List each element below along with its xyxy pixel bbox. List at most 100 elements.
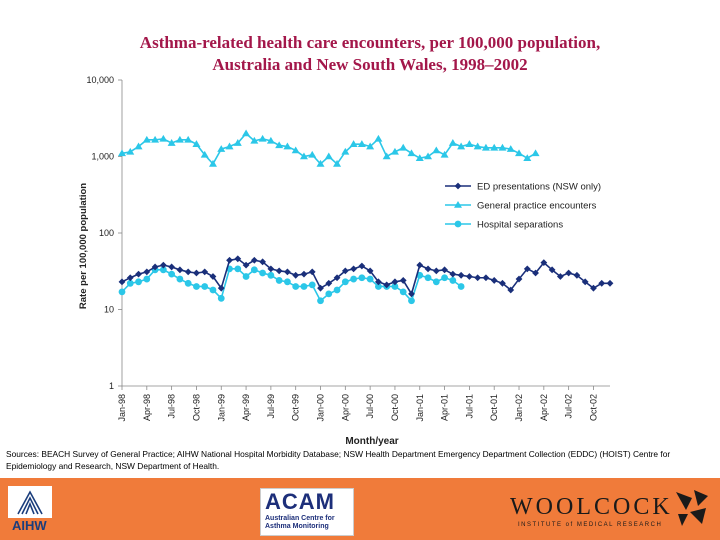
hospital-separations-point: [432, 278, 440, 286]
general-practice-encounters-point: [242, 129, 251, 137]
general-practice-encounters-point: [258, 134, 267, 142]
hospital-separations-point: [325, 290, 333, 298]
general-practice-encounters-point: [349, 140, 358, 147]
x-tick-label: Jan-99: [216, 394, 226, 422]
ed-presentations-nsw-only-point: [350, 265, 357, 273]
x-tick-label: Apr-02: [539, 394, 549, 421]
ed-presentations-nsw-only-point: [490, 277, 498, 284]
general-practice-encounters-point: [126, 147, 135, 155]
general-practice-encounters-point: [465, 140, 474, 147]
ed-presentations-nsw-only-point: [308, 268, 316, 276]
y-tick-label: 1,000: [91, 152, 114, 162]
general-practice-encounters-point: [341, 147, 350, 155]
hospital-separations-series: [118, 265, 465, 305]
hospital-separations-point: [391, 283, 399, 290]
legend-item-hospital-separations: Hospital separations: [445, 220, 563, 231]
ed-presentations-nsw-only-point: [317, 284, 324, 292]
y-tick-label: 100: [99, 228, 114, 238]
ed-presentations-nsw-only-point: [598, 279, 606, 287]
legend-label: ED presentations (NSW only): [477, 182, 601, 193]
ed-presentations-nsw-only-point: [375, 278, 382, 286]
ed-presentations-nsw-only-point: [168, 263, 176, 271]
general-practice-encounters-point: [490, 143, 499, 151]
ed-presentations-nsw-only-point: [449, 270, 457, 278]
general-practice-encounters-point: [506, 145, 515, 152]
legend-label: General practice encounters: [477, 201, 597, 212]
x-tick-label: Jan-02: [514, 394, 524, 422]
ed-presentations-nsw-only-point: [259, 258, 267, 266]
hospital-separations-point: [292, 283, 300, 290]
hospital-separations-point: [358, 274, 366, 282]
ed-presentations-nsw-only-point: [432, 267, 440, 275]
ed-presentations-nsw-only-point: [399, 277, 407, 284]
hospital-separations-point: [457, 283, 465, 290]
general-practice-encounters-point: [531, 149, 540, 157]
legend: ED presentations (NSW only) General pract…: [445, 182, 601, 231]
x-axis: Jan-98 Apr-98 Jul-98 Oct-98 Jan-99 Apr-99 Jul-…: [117, 385, 610, 422]
ed-presentations-nsw-only-point: [250, 256, 258, 264]
general-practice-encounters-point: [407, 149, 416, 157]
ed-presentations-nsw-only-point: [507, 286, 515, 294]
woolcock-logo: WOOLCOCK INSTITUTE of MEDICAL RESEARCH: [510, 490, 710, 534]
ed-presentations-nsw-only-point: [325, 279, 333, 287]
ed-presentations-nsw-only-point: [408, 290, 415, 298]
general-practice-encounters-point: [291, 146, 300, 154]
general-practice-encounters-point: [457, 142, 466, 150]
chart-title-line-1: Asthma-related health care encounters, p…: [139, 33, 601, 52]
hospital-separations-point: [366, 275, 374, 283]
y-tick-label: 10: [104, 305, 114, 315]
hospital-separations-point: [267, 271, 275, 279]
x-tick-label: Oct-98: [191, 394, 201, 421]
ed-presentations-nsw-only-point: [465, 273, 473, 280]
general-practice-encounters-point: [233, 139, 242, 146]
general-practice-encounters-point: [440, 150, 449, 158]
sources-note: Sources: BEACH Survey of General Practic…: [6, 449, 671, 471]
ed-presentations-nsw-only-point: [523, 265, 531, 273]
x-tick-label: Jul-02: [564, 394, 574, 419]
ed-presentations-nsw-only-point: [176, 266, 184, 274]
general-practice-encounters-point: [275, 141, 284, 149]
x-tick-label: Jul-98: [167, 394, 177, 419]
ed-presentations-nsw-only-point: [499, 279, 506, 287]
y-axis-label: Rate per 100,000 population: [78, 183, 89, 309]
ed-presentations-nsw-only-point: [135, 270, 142, 278]
ed-presentations-nsw-only-point: [548, 266, 556, 274]
ed-presentations-nsw-only-point: [234, 255, 242, 263]
ed-presentations-nsw-only-point: [565, 269, 573, 277]
general-practice-encounters-point: [142, 135, 151, 143]
x-tick-label: Apr-99: [241, 394, 251, 421]
woolcock-logo-title: WOOLCOCK: [510, 494, 673, 520]
hospital-separations-point: [259, 269, 267, 277]
general-practice-encounters-point: [374, 134, 383, 142]
hospital-separations-point: [284, 278, 291, 286]
general-practice-encounters-point: [134, 142, 143, 150]
hospital-separations-point: [250, 266, 258, 274]
acam-logo: ACAM Australian Centre for Asthma Monito…: [260, 488, 354, 536]
ed-presentations-nsw-only-point: [143, 268, 151, 276]
hospital-separations-point: [308, 281, 316, 289]
general-practice-encounters-point: [159, 134, 168, 142]
hospital-separations-point: [209, 286, 217, 294]
hospital-separations-point: [300, 283, 308, 290]
x-tick-label: Jan-01: [415, 394, 425, 422]
hospital-separations-point: [168, 270, 176, 278]
ed-presentations-nsw-only-point: [201, 268, 209, 276]
ed-presentations-nsw-only-point: [441, 266, 448, 274]
footer-bar: [0, 478, 720, 540]
x-tick-label: Oct-01: [489, 394, 499, 421]
ed-presentations-nsw-only-point: [300, 270, 308, 278]
general-practice-encounters-point: [415, 154, 424, 162]
general-practice-encounters-point: [118, 149, 126, 157]
chart-title: Asthma-related health care encounters, p…: [40, 32, 700, 76]
asthma-line-chart: 10,000 1,000 100 10 1 Jan-98 Apr-98 Jul-98 Oct-…: [78, 75, 614, 447]
hospital-separations-point: [333, 286, 341, 294]
legend-swatch-marker: [454, 182, 462, 190]
aihw-emblem-icon: [8, 486, 52, 518]
hospital-separations-point: [449, 277, 457, 284]
ed-presentations-nsw-only-point: [242, 261, 250, 269]
general-practice-encounters-point: [448, 139, 457, 146]
hospital-separations-point: [217, 294, 225, 302]
hospital-separations-point: [126, 279, 134, 287]
ed-presentations-nsw-only-point: [226, 256, 233, 264]
ed-presentations-nsw-only-point: [366, 267, 374, 275]
